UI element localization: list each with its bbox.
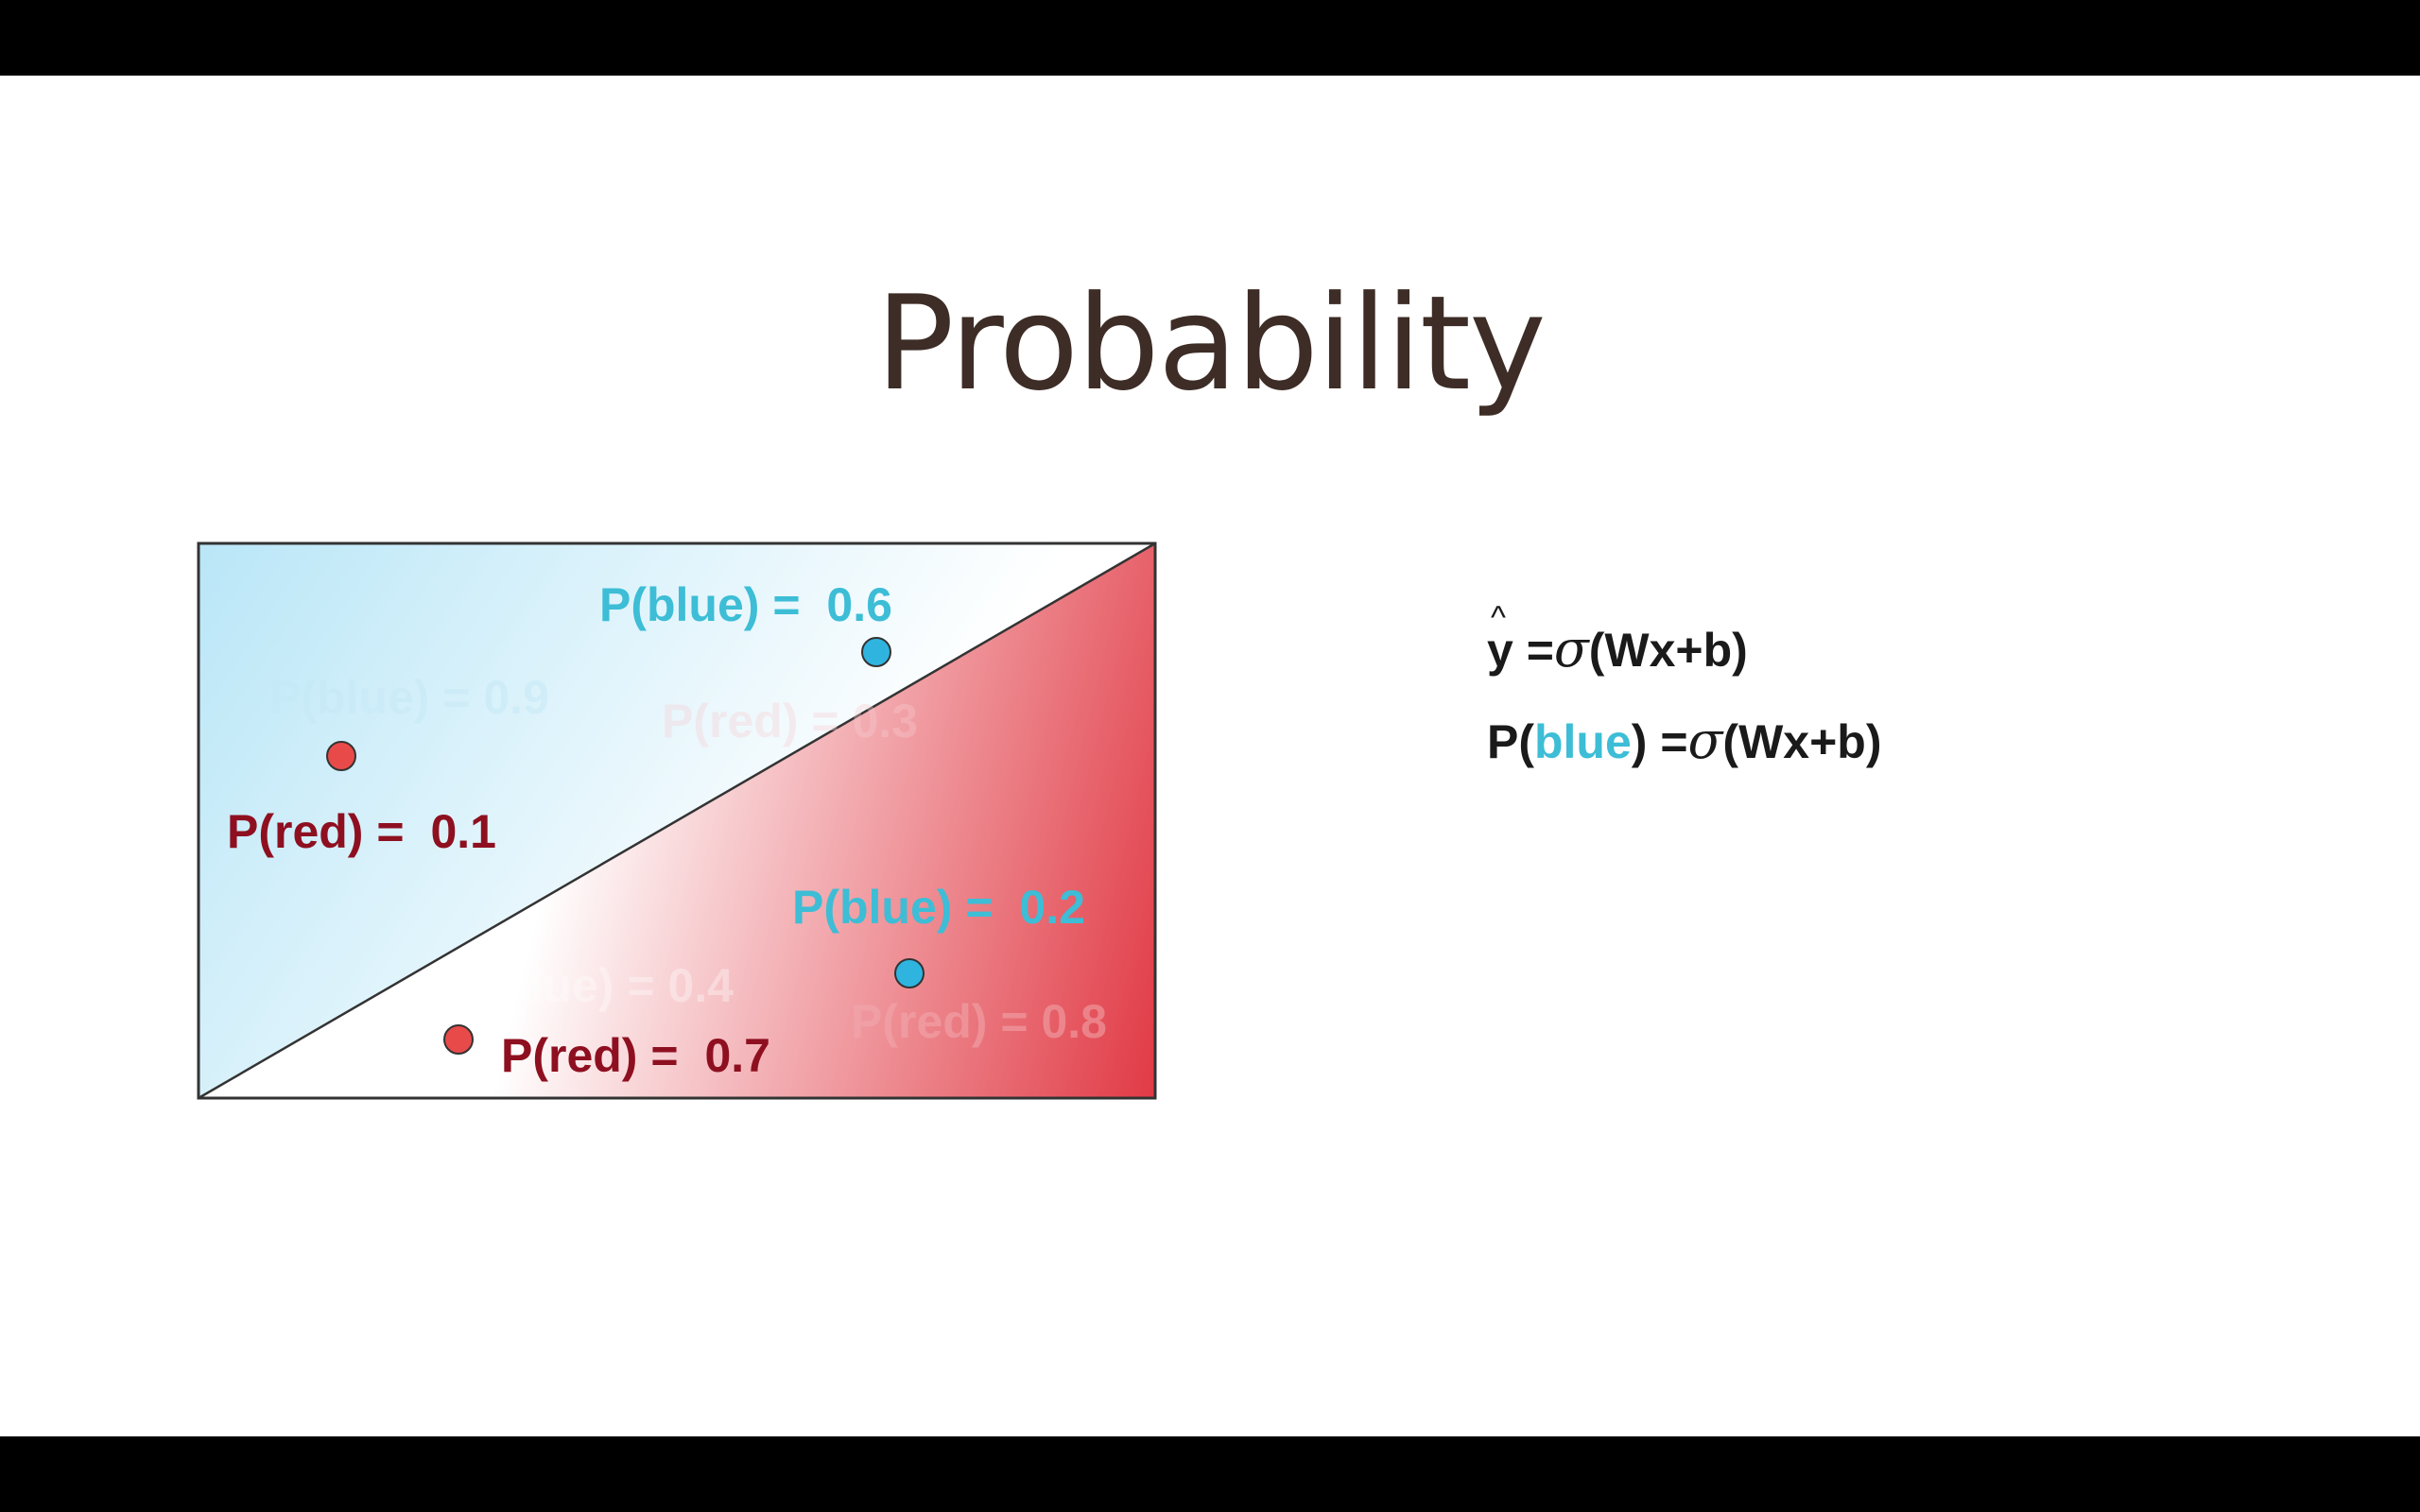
point-label-red-1: P(red) = 0.1 [227,805,496,858]
red-point-1 [326,741,356,771]
sigma-symbol-2: σ [1687,711,1723,770]
diagram-border [197,541,1157,1100]
slide-title: Probability [875,267,1547,420]
blue-word: blue [1534,715,1632,768]
point-label-blue-1: P(blue) = 0.6 [599,578,892,631]
blue-point-2 [894,958,925,988]
point-label-blue-2: P(blue) = 0.2 [792,881,1085,934]
hat-accent: ^ [1491,600,1506,636]
formula-p-blue: P(blue) =σ(Wx+b) [1487,711,1882,770]
point-label-red-2: P(red) = 0.7 [501,1029,770,1082]
decision-boundary [198,541,1156,1100]
red-point-2 [443,1024,474,1055]
y-hat: y ^ [1487,600,1513,677]
formula-yhat: y ^ =σ(Wx+b) [1487,600,1748,679]
faint-label-4: P(red) = 0.3 [662,695,918,747]
faint-label-1: P(blue) = 0.9 [269,671,549,724]
sigma-symbol: σ [1553,619,1589,679]
faint-label-2: P(blue) = 0.4 [454,959,734,1012]
faint-label-3: P(red) = 0.8 [851,995,1107,1048]
blue-point-1 [861,637,891,667]
